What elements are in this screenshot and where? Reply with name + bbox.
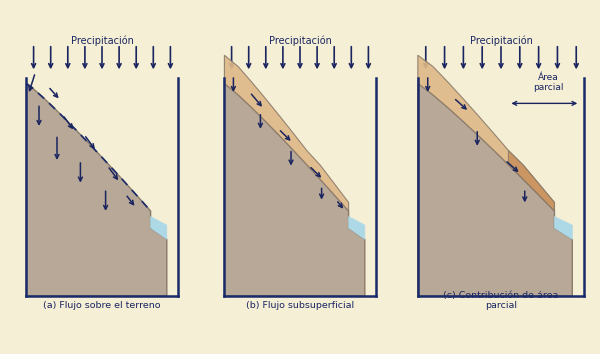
Polygon shape — [554, 217, 572, 239]
Text: (c) Contribución de área
parcial: (c) Contribución de área parcial — [443, 291, 559, 310]
Polygon shape — [151, 217, 167, 239]
Text: Precipitación: Precipitación — [71, 35, 133, 46]
Text: Área
parcial: Área parcial — [533, 73, 563, 92]
Text: Precipitación: Precipitación — [470, 35, 532, 46]
Text: Precipitación: Precipitación — [269, 35, 331, 46]
Polygon shape — [418, 55, 554, 211]
Polygon shape — [224, 84, 365, 296]
Polygon shape — [418, 84, 572, 296]
Polygon shape — [508, 150, 554, 211]
Polygon shape — [26, 84, 167, 296]
Polygon shape — [349, 217, 365, 239]
Text: (b) Flujo subsuperficial: (b) Flujo subsuperficial — [246, 301, 354, 310]
Text: (a) Flujo sobre el terreno: (a) Flujo sobre el terreno — [43, 301, 161, 310]
Polygon shape — [224, 55, 349, 211]
